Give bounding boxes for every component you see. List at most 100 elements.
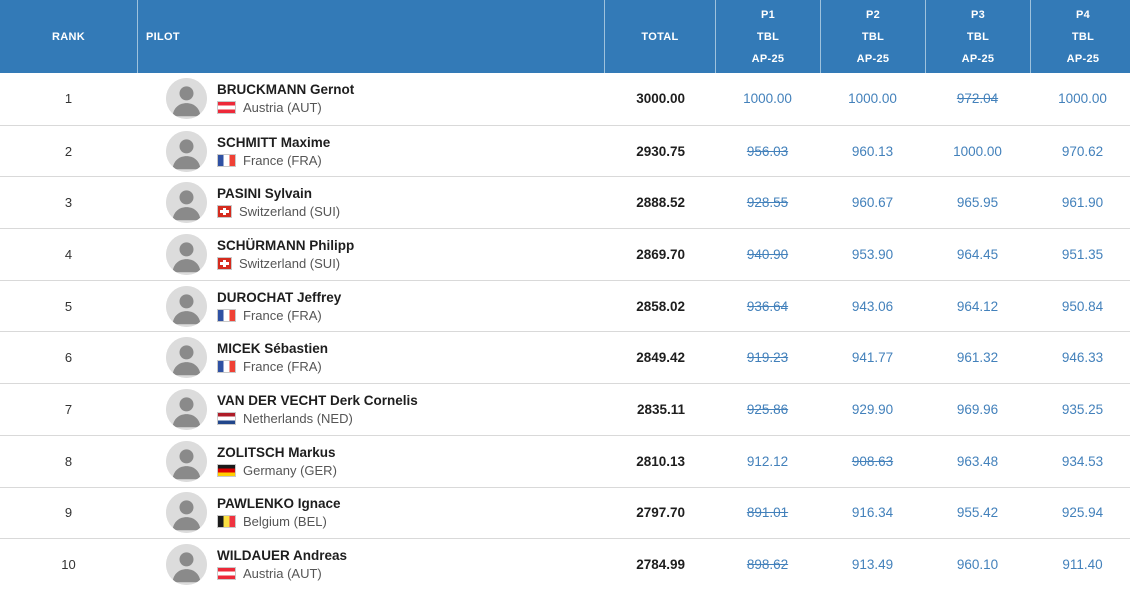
score-cell-p4[interactable]: 934.53 — [1030, 436, 1130, 487]
score-value[interactable]: 963.48 — [956, 453, 999, 469]
score-value[interactable]: 964.12 — [956, 298, 999, 314]
pilot-name[interactable]: VAN DER VECHT Derk Cornelis — [217, 392, 418, 408]
column-header-p1[interactable]: P1 TBL AP-25 — [715, 0, 820, 73]
score-cell-p3[interactable]: 972.04 — [925, 73, 1030, 125]
score-value[interactable]: 916.34 — [851, 505, 894, 521]
program-label[interactable]: P4 — [1075, 8, 1091, 21]
score-value[interactable]: 960.10 — [956, 557, 999, 573]
score-cell-p3[interactable]: 969.96 — [925, 384, 1030, 435]
score-cell-p1[interactable]: 912.12 — [715, 436, 820, 487]
score-cell-p1[interactable]: 928.55 — [715, 177, 820, 228]
score-cell-p2[interactable]: 943.06 — [820, 281, 925, 332]
score-cell-p4[interactable]: 925.94 — [1030, 488, 1130, 539]
score-cell-p3[interactable]: 963.48 — [925, 436, 1030, 487]
program-label[interactable]: P2 — [865, 8, 881, 21]
score-value[interactable]: 935.25 — [1061, 401, 1104, 417]
table-row[interactable]: 1 BRUCKMANN Gernot Austria (AUT) 3000.00… — [0, 73, 1130, 125]
score-value[interactable]: 965.95 — [956, 195, 999, 211]
table-row[interactable]: 10 WILDAUER Andreas Austria (AUT) 2784.9… — [0, 538, 1130, 590]
table-row[interactable]: 2 SCHMITT Maxime France (FRA) 2930.75 95… — [0, 124, 1130, 177]
score-value[interactable]: 912.12 — [746, 453, 789, 469]
score-cell-p4[interactable]: 935.25 — [1030, 384, 1130, 435]
score-value[interactable]: 961.90 — [1061, 195, 1104, 211]
column-header-p4[interactable]: P4 TBL AP-25 — [1030, 0, 1130, 73]
score-cell-p3[interactable]: 960.10 — [925, 539, 1030, 590]
score-value[interactable]: 964.45 — [956, 246, 999, 262]
score-cell-p4[interactable]: 946.33 — [1030, 332, 1130, 383]
score-value[interactable]: 972.04 — [956, 91, 999, 107]
score-value[interactable]: 953.90 — [851, 246, 894, 262]
table-row[interactable]: 5 DUROCHAT Jeffrey France (FRA) 2858.02 … — [0, 279, 1130, 332]
score-value[interactable]: 928.55 — [746, 195, 789, 211]
table-row[interactable]: 9 PAWLENKO Ignace Belgium (BEL) 2797.70 … — [0, 486, 1130, 539]
score-value[interactable]: 950.84 — [1061, 298, 1104, 314]
pilot-name[interactable]: SCHÜRMANN Philipp — [217, 237, 355, 253]
score-value[interactable]: 941.77 — [851, 350, 894, 366]
score-cell-p3[interactable]: 1000.00 — [925, 126, 1030, 177]
score-value[interactable]: 1000.00 — [953, 143, 1002, 159]
score-cell-p1[interactable]: 940.90 — [715, 229, 820, 280]
program-label[interactable]: P3 — [970, 8, 986, 21]
pilot-name[interactable]: BRUCKMANN Gernot — [217, 82, 355, 98]
score-cell-p3[interactable]: 964.45 — [925, 229, 1030, 280]
score-cell-p3[interactable]: 961.32 — [925, 332, 1030, 383]
score-cell-p2[interactable]: 953.90 — [820, 229, 925, 280]
score-cell-p4[interactable]: 1000.00 — [1030, 73, 1130, 125]
score-cell-p4[interactable]: 961.90 — [1030, 177, 1130, 228]
score-value[interactable]: 1000.00 — [743, 91, 792, 107]
score-cell-p2[interactable]: 916.34 — [820, 488, 925, 539]
score-cell-p2[interactable]: 913.49 — [820, 539, 925, 590]
score-value[interactable]: 908.63 — [851, 453, 894, 469]
score-value[interactable]: 911.40 — [1062, 557, 1103, 573]
score-cell-p2[interactable]: 960.67 — [820, 177, 925, 228]
score-value[interactable]: 940.90 — [746, 246, 789, 262]
score-value[interactable]: 925.94 — [1061, 505, 1104, 521]
score-value[interactable]: 960.13 — [851, 143, 894, 159]
score-cell-p3[interactable]: 965.95 — [925, 177, 1030, 228]
score-value[interactable]: 929.90 — [851, 401, 894, 417]
score-value[interactable]: 951.35 — [1061, 246, 1104, 262]
table-row[interactable]: 7 VAN DER VECHT Derk Cornelis Netherland… — [0, 383, 1130, 435]
score-value[interactable]: 913.49 — [851, 557, 894, 573]
score-value[interactable]: 891.01 — [746, 505, 789, 521]
score-cell-p4[interactable]: 950.84 — [1030, 281, 1130, 332]
score-cell-p1[interactable]: 956.03 — [715, 126, 820, 177]
score-value[interactable]: 956.03 — [746, 143, 789, 159]
score-cell-p2[interactable]: 908.63 — [820, 436, 925, 487]
pilot-name[interactable]: MICEK Sébastien — [217, 341, 329, 357]
score-value[interactable]: 919.23 — [746, 350, 789, 366]
score-cell-p3[interactable]: 955.42 — [925, 488, 1030, 539]
score-value[interactable]: 934.53 — [1061, 453, 1104, 469]
score-cell-p4[interactable]: 970.62 — [1030, 126, 1130, 177]
score-value[interactable]: 936.64 — [746, 298, 789, 314]
score-cell-p3[interactable]: 964.12 — [925, 281, 1030, 332]
table-row[interactable]: 4 SCHÜRMANN Philipp Switzerland (SUI) 28… — [0, 228, 1130, 280]
score-cell-p1[interactable]: 1000.00 — [715, 73, 820, 125]
pilot-name[interactable]: SCHMITT Maxime — [217, 134, 331, 150]
score-cell-p1[interactable]: 925.86 — [715, 384, 820, 435]
column-header-p3[interactable]: P3 TBL AP-25 — [925, 0, 1030, 73]
pilot-name[interactable]: DUROCHAT Jeffrey — [217, 289, 342, 305]
score-cell-p2[interactable]: 1000.00 — [820, 73, 925, 125]
score-value[interactable]: 946.33 — [1061, 350, 1104, 366]
score-value[interactable]: 970.62 — [1061, 143, 1104, 159]
pilot-name[interactable]: PASINI Sylvain — [217, 186, 313, 202]
pilot-name[interactable]: WILDAUER Andreas — [217, 548, 348, 564]
score-cell-p1[interactable]: 919.23 — [715, 332, 820, 383]
score-value[interactable]: 961.32 — [956, 350, 999, 366]
score-cell-p4[interactable]: 911.40 — [1030, 539, 1130, 590]
score-value[interactable]: 1000.00 — [1058, 91, 1107, 107]
table-row[interactable]: 6 MICEK Sébastien France (FRA) 2849.42 9… — [0, 331, 1130, 384]
score-value[interactable]: 1000.00 — [848, 91, 897, 107]
score-value[interactable]: 960.67 — [851, 195, 894, 211]
program-label[interactable]: P1 — [760, 8, 776, 21]
score-value[interactable]: 925.86 — [746, 401, 789, 417]
score-cell-p4[interactable]: 951.35 — [1030, 229, 1130, 280]
pilot-name[interactable]: PAWLENKO Ignace — [217, 496, 341, 512]
score-value[interactable]: 943.06 — [851, 298, 894, 314]
score-cell-p1[interactable]: 936.64 — [715, 281, 820, 332]
score-cell-p1[interactable]: 891.01 — [715, 488, 820, 539]
table-row[interactable]: 3 PASINI Sylvain Switzerland (SUI) 2888.… — [0, 176, 1130, 229]
score-value[interactable]: 898.62 — [746, 557, 789, 573]
score-cell-p2[interactable]: 941.77 — [820, 332, 925, 383]
